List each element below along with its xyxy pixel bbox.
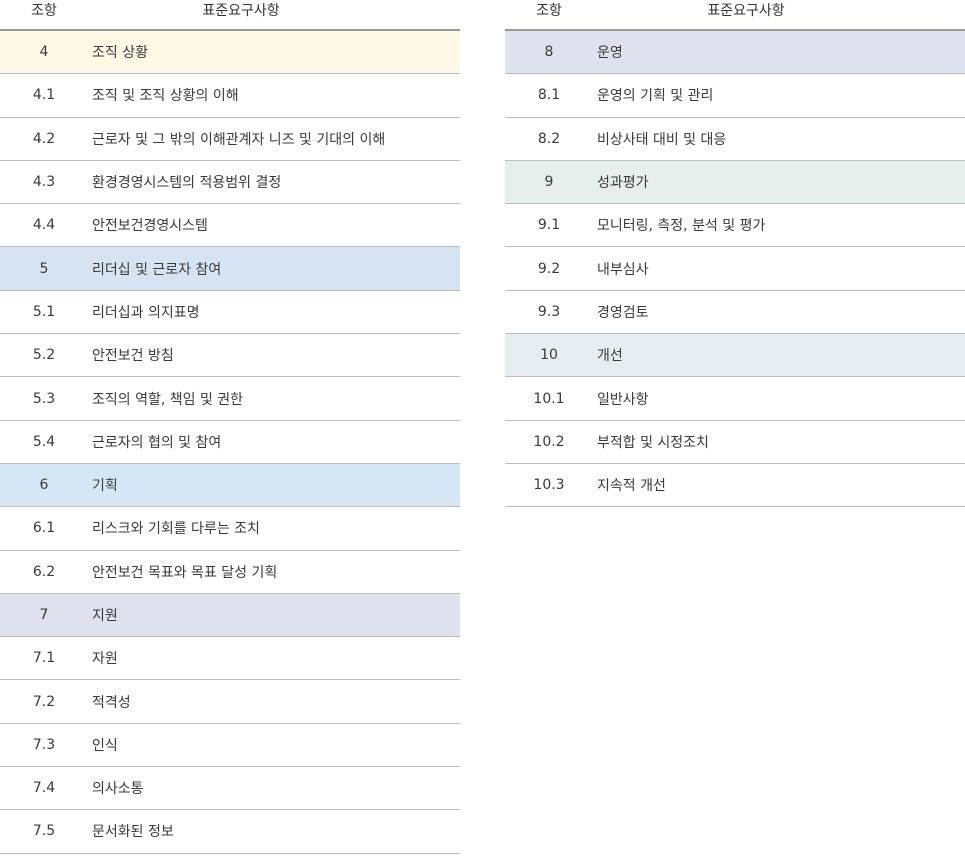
section-row: 6 기획 — [0, 463, 460, 508]
section-row: 10 개선 — [505, 333, 965, 378]
header-row: 조항 표준요구사항 — [505, 0, 965, 31]
clause-number: 10 — [505, 333, 593, 378]
clause-number: 7.4 — [0, 766, 88, 811]
header-requirement: 표준요구사항 — [593, 0, 965, 31]
clause-number: 6.2 — [0, 550, 88, 594]
clause-number: 5.4 — [0, 420, 88, 464]
requirement-text: 안전보건 목표와 목표 달성 기획 — [88, 550, 460, 594]
table-row: 10.2 부적합 및 시정조치 — [505, 420, 965, 464]
table-row: 9.1 모니터링, 측정, 분석 및 평가 — [505, 203, 965, 248]
table-row: 7.1 자원 — [0, 636, 460, 681]
table-row: 7.2 적격성 — [0, 679, 460, 724]
requirement-text: 부적합 및 시정조치 — [593, 420, 965, 464]
requirement-text: 성과평가 — [593, 160, 965, 205]
requirement-text: 지속적 개선 — [593, 463, 965, 508]
section-row: 7 지원 — [0, 593, 460, 638]
clause-number: 9 — [505, 160, 593, 205]
requirement-text: 인식 — [88, 723, 460, 768]
table-row: 4.4 안전보건경영시스템 — [0, 203, 460, 248]
table-row: 5.3 조직의 역할, 책임 및 권한 — [0, 376, 460, 421]
clause-number: 9.2 — [505, 246, 593, 291]
clause-number: 10.3 — [505, 463, 593, 508]
section-row: 9 성과평가 — [505, 160, 965, 205]
requirement-text: 문서화된 정보 — [88, 809, 460, 854]
requirement-text: 비상사태 대비 및 대응 — [593, 117, 965, 161]
requirement-text: 자원 — [88, 636, 460, 681]
clause-number: 5.3 — [0, 376, 88, 421]
clause-number: 7 — [0, 593, 88, 638]
requirement-text: 리더십 및 근로자 참여 — [88, 246, 460, 291]
table-row: 9.3 경영검토 — [505, 290, 965, 335]
clause-number: 5.1 — [0, 290, 88, 335]
requirement-text: 일반사항 — [593, 376, 965, 421]
section-row: 4 조직 상황 — [0, 30, 460, 75]
requirement-text: 근로자의 협의 및 참여 — [88, 420, 460, 464]
table-row: 4.3 환경경영시스템의 적용범위 결정 — [0, 160, 460, 205]
table-row: 7.4 의사소통 — [0, 766, 460, 811]
requirement-text: 리스크와 기회를 다루는 조치 — [88, 506, 460, 551]
requirement-text: 운영의 기획 및 관리 — [593, 73, 965, 118]
requirement-text: 개선 — [593, 333, 965, 378]
requirement-text: 모니터링, 측정, 분석 및 평가 — [593, 203, 965, 248]
requirement-text: 조직의 역할, 책임 및 권한 — [88, 376, 460, 421]
clause-number: 7.3 — [0, 723, 88, 768]
clause-table-right: 조항 표준요구사항 8 운영 8.1 운영의 기획 및 관리 8.2 비상사태 대비 및 … — [505, 0, 965, 508]
clause-number: 7.5 — [0, 809, 88, 854]
clause-number: 8.1 — [505, 73, 593, 118]
table-row: 8.2 비상사태 대비 및 대응 — [505, 117, 965, 161]
clause-number: 5 — [0, 246, 88, 291]
clause-number: 4.2 — [0, 117, 88, 161]
requirement-text: 근로자 및 그 밖의 이해관계자 니즈 및 기대의 이해 — [88, 117, 460, 161]
requirement-text: 조직 상황 — [88, 30, 460, 75]
requirement-text: 조직 및 조직 상황의 이해 — [88, 73, 460, 118]
header-row: 조항 표준요구사항 — [0, 0, 460, 31]
requirement-text: 안전보건 방침 — [88, 333, 460, 378]
clause-number: 6.1 — [0, 506, 88, 551]
table-row: 5.2 안전보건 방침 — [0, 333, 460, 378]
requirement-text: 적격성 — [88, 679, 460, 724]
clause-number: 9.1 — [505, 203, 593, 248]
clause-number: 6 — [0, 463, 88, 508]
clause-number: 4.3 — [0, 160, 88, 205]
requirement-text: 지원 — [88, 593, 460, 638]
requirement-text: 기획 — [88, 463, 460, 508]
table-row: 5.1 리더십과 의지표명 — [0, 290, 460, 335]
table-row: 8.1 운영의 기획 및 관리 — [505, 73, 965, 118]
header-requirement: 표준요구사항 — [88, 0, 460, 31]
clause-number: 7.2 — [0, 679, 88, 724]
section-row: 5 리더십 및 근로자 참여 — [0, 246, 460, 291]
header-clause: 조항 — [0, 0, 88, 31]
table-row: 6.1 리스크와 기회를 다루는 조치 — [0, 506, 460, 551]
requirement-text: 리더십과 의지표명 — [88, 290, 460, 335]
clause-number: 10.2 — [505, 420, 593, 464]
clause-number: 5.2 — [0, 333, 88, 378]
clause-number: 4.4 — [0, 203, 88, 248]
requirement-text: 안전보건경영시스템 — [88, 203, 460, 248]
clause-number: 8.2 — [505, 117, 593, 161]
requirement-text: 환경경영시스템의 적용범위 결정 — [88, 160, 460, 205]
table-row: 10.1 일반사항 — [505, 376, 965, 421]
section-row: 8 운영 — [505, 30, 965, 75]
requirement-text: 운영 — [593, 30, 965, 75]
clause-number: 8 — [505, 30, 593, 75]
table-row: 9.2 내부심사 — [505, 246, 965, 291]
table-row: 10.3 지속적 개선 — [505, 463, 965, 508]
clause-number: 7.1 — [0, 636, 88, 681]
header-clause: 조항 — [505, 0, 593, 31]
table-row: 4.2 근로자 및 그 밖의 이해관계자 니즈 및 기대의 이해 — [0, 117, 460, 161]
table-row: 6.2 안전보건 목표와 목표 달성 기획 — [0, 550, 460, 594]
clause-table-left: 조항 표준요구사항 4 조직 상황 4.1 조직 및 조직 상황의 이해 4.2 근로자 … — [0, 0, 460, 854]
table-row: 5.4 근로자의 협의 및 참여 — [0, 420, 460, 464]
clause-number: 10.1 — [505, 376, 593, 421]
clause-number: 9.3 — [505, 290, 593, 335]
table-row: 7.3 인식 — [0, 723, 460, 768]
table-row: 4.1 조직 및 조직 상황의 이해 — [0, 73, 460, 118]
clause-number: 4.1 — [0, 73, 88, 118]
table-row: 7.5 문서화된 정보 — [0, 809, 460, 854]
clause-number: 4 — [0, 30, 88, 75]
requirement-text: 의사소통 — [88, 766, 460, 811]
requirement-text: 내부심사 — [593, 246, 965, 291]
requirement-text: 경영검토 — [593, 290, 965, 335]
